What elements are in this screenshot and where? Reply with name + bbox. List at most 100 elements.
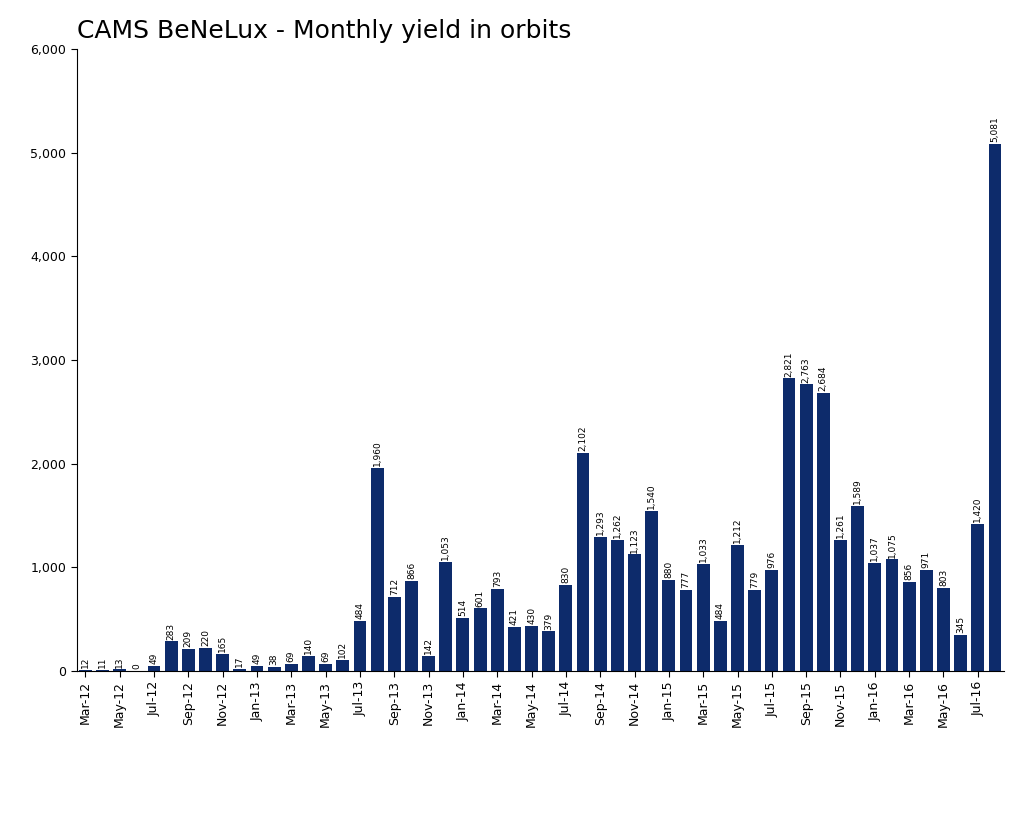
Bar xyxy=(680,591,692,671)
Text: 142: 142 xyxy=(424,637,433,654)
Bar xyxy=(285,663,298,671)
Bar xyxy=(490,589,504,671)
Text: 17: 17 xyxy=(236,656,245,667)
Text: 1,262: 1,262 xyxy=(613,513,622,538)
Text: 484: 484 xyxy=(355,602,365,618)
Text: 1,420: 1,420 xyxy=(973,497,982,522)
Text: 976: 976 xyxy=(767,551,776,568)
Bar xyxy=(302,656,315,671)
Bar xyxy=(422,656,435,671)
Text: 2,684: 2,684 xyxy=(819,366,827,391)
Text: 13: 13 xyxy=(116,656,124,667)
Text: 1,123: 1,123 xyxy=(630,527,639,552)
Text: 803: 803 xyxy=(939,569,948,586)
Text: 880: 880 xyxy=(665,560,674,578)
Bar xyxy=(765,569,778,671)
Text: 1,960: 1,960 xyxy=(373,440,382,465)
Bar xyxy=(972,524,984,671)
Text: 1,033: 1,033 xyxy=(698,536,708,562)
Text: 430: 430 xyxy=(527,607,537,624)
Text: CAMS BeNeLux - Monthly yield in orbits: CAMS BeNeLux - Monthly yield in orbits xyxy=(77,19,571,43)
Bar xyxy=(336,660,349,671)
Text: 49: 49 xyxy=(253,653,261,664)
Text: 793: 793 xyxy=(493,569,502,587)
Bar xyxy=(817,393,829,671)
Bar xyxy=(79,669,92,671)
Text: 856: 856 xyxy=(904,563,913,580)
Bar xyxy=(267,667,281,671)
Bar xyxy=(714,621,727,671)
Text: 5,081: 5,081 xyxy=(990,117,999,142)
Text: 1,037: 1,037 xyxy=(870,536,880,561)
Bar xyxy=(782,379,796,671)
Bar xyxy=(371,468,384,671)
Text: 777: 777 xyxy=(682,571,690,588)
Text: 484: 484 xyxy=(716,602,725,618)
Bar xyxy=(251,666,263,671)
Text: 1,540: 1,540 xyxy=(647,483,656,510)
Text: 421: 421 xyxy=(510,609,519,625)
Bar xyxy=(388,597,400,671)
Text: 102: 102 xyxy=(338,641,347,658)
Text: 2,821: 2,821 xyxy=(784,351,794,376)
Bar xyxy=(868,564,882,671)
Bar xyxy=(851,506,864,671)
Bar xyxy=(114,669,126,671)
Bar xyxy=(406,581,418,671)
Text: 38: 38 xyxy=(269,654,279,665)
Bar xyxy=(835,540,847,671)
Text: 283: 283 xyxy=(167,622,176,640)
Bar xyxy=(954,635,967,671)
Bar xyxy=(731,545,744,671)
Text: 1,075: 1,075 xyxy=(888,532,896,558)
Bar xyxy=(474,609,486,671)
Text: 1,053: 1,053 xyxy=(441,534,451,560)
Text: 0: 0 xyxy=(132,663,141,669)
Bar xyxy=(594,537,606,671)
Bar xyxy=(319,663,332,671)
Bar xyxy=(216,654,229,671)
Bar xyxy=(182,649,195,671)
Bar xyxy=(508,627,521,671)
Bar xyxy=(628,555,641,671)
Text: 220: 220 xyxy=(201,629,210,646)
Text: 1,293: 1,293 xyxy=(596,510,605,535)
Bar xyxy=(559,585,572,671)
Bar xyxy=(96,670,109,671)
Text: 830: 830 xyxy=(561,565,570,583)
Text: 601: 601 xyxy=(475,590,484,607)
Bar xyxy=(525,627,538,671)
Text: 140: 140 xyxy=(304,637,313,654)
Bar xyxy=(886,560,898,671)
Bar xyxy=(439,562,453,671)
Bar xyxy=(353,621,367,671)
Text: 866: 866 xyxy=(407,562,416,579)
Bar xyxy=(800,384,813,671)
Text: 712: 712 xyxy=(390,578,398,596)
Bar xyxy=(543,631,555,671)
Bar xyxy=(663,580,675,671)
Text: 345: 345 xyxy=(956,616,965,633)
Text: 779: 779 xyxy=(751,571,759,588)
Bar xyxy=(920,570,933,671)
Bar xyxy=(147,666,161,671)
Bar xyxy=(233,669,246,671)
Text: 514: 514 xyxy=(459,599,467,616)
Text: 165: 165 xyxy=(218,635,227,652)
Bar xyxy=(165,641,177,671)
Text: 1,212: 1,212 xyxy=(733,518,742,543)
Text: 2,102: 2,102 xyxy=(579,425,588,451)
Text: 12: 12 xyxy=(81,656,90,667)
Bar xyxy=(457,618,469,671)
Text: 1,261: 1,261 xyxy=(836,513,845,538)
Bar xyxy=(645,511,658,671)
Text: 2,763: 2,763 xyxy=(802,357,811,383)
Text: 69: 69 xyxy=(287,650,296,662)
Text: 379: 379 xyxy=(544,613,553,630)
Bar xyxy=(937,587,950,671)
Bar xyxy=(696,564,710,671)
Text: 69: 69 xyxy=(322,650,330,662)
Text: 209: 209 xyxy=(184,630,193,647)
Text: 11: 11 xyxy=(98,656,108,667)
Text: 1,589: 1,589 xyxy=(853,479,862,504)
